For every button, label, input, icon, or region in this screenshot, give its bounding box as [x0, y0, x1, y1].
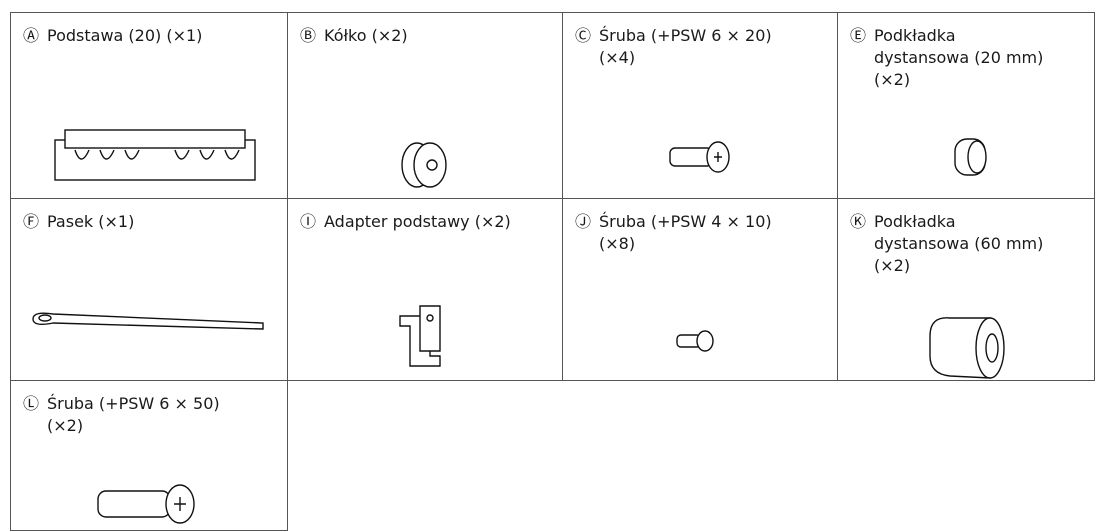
part-label: Ⓛ Śruba (+PSW 6 × 50) (×2) [23, 393, 220, 437]
part-marker: Ⓔ [850, 26, 867, 45]
part-illustration [32, 312, 264, 330]
part-illustration [97, 484, 195, 524]
part-marker: Ⓐ [23, 26, 40, 45]
part-label: Ⓚ Podkładka dystansowa (60 mm) (×2) [850, 211, 1043, 277]
part-marker: Ⓙ [575, 212, 592, 231]
part-cell: Ⓒ Śruba (+PSW 6 × 20) (×4) [562, 12, 838, 199]
part-name-line: dystansowa (20 mm) [874, 48, 1044, 67]
part-name: Śruba (+PSW 4 × 10) (×8) [575, 211, 772, 255]
part-name: Podkładka dystansowa (60 mm) (×2) [850, 211, 1043, 277]
part-illustration [399, 305, 441, 367]
part-cell: Ⓘ Adapter podstawy (×2) [287, 198, 563, 381]
part-cell: Ⓔ Podkładka dystansowa (20 mm) (×2) [837, 12, 1095, 199]
part-cell: Ⓑ Kółko (×2) [287, 12, 563, 199]
part-name-line: dystansowa (60 mm) [874, 234, 1044, 253]
part-name-line: Podstawa (20) (×1) [47, 26, 203, 45]
part-cell: Ⓐ Podstawa (20) (×1) [10, 12, 288, 199]
page: {"items": [ {"marker": "Ⓐ", "lines": ["P… [10, 12, 1095, 531]
part-marker: Ⓒ [575, 26, 592, 45]
part-name-line: (×2) [874, 70, 911, 89]
part-name-line: Pasek (×1) [47, 212, 135, 231]
part-illustration [954, 138, 987, 176]
part-illustration [676, 330, 714, 352]
part-label: Ⓘ Adapter podstawy (×2) [300, 211, 511, 233]
part-marker: Ⓕ [23, 212, 40, 231]
part-name: Podkładka dystansowa (20 mm) (×2) [850, 25, 1043, 91]
part-name-line: Śruba (+PSW 4 × 10) [599, 212, 772, 231]
part-name: Kółko (×2) [300, 25, 408, 47]
part-name-line: Śruba (+PSW 6 × 20) [599, 26, 772, 45]
part-illustration [929, 317, 1005, 379]
part-marker: Ⓛ [23, 394, 40, 413]
part-marker: Ⓑ [300, 26, 317, 45]
part-name-line: Podkładka [874, 26, 956, 45]
part-label: Ⓙ Śruba (+PSW 4 × 10) (×8) [575, 211, 772, 255]
part-name-line: Śruba (+PSW 6 × 50) [47, 394, 220, 413]
part-name: Śruba (+PSW 6 × 20) (×4) [575, 25, 772, 69]
part-name-line: (×4) [599, 48, 636, 67]
part-marker: Ⓚ [850, 212, 867, 231]
part-cell: Ⓚ Podkładka dystansowa (60 mm) (×2) [837, 198, 1095, 381]
part-name: Adapter podstawy (×2) [300, 211, 511, 233]
part-name: Śruba (+PSW 6 × 50) (×2) [23, 393, 220, 437]
part-illustration [669, 141, 730, 173]
part-name-line: (×8) [599, 234, 636, 253]
part-marker: Ⓘ [300, 212, 317, 231]
part-cell: Ⓕ Pasek (×1) [10, 198, 288, 381]
part-name: Pasek (×1) [23, 211, 134, 233]
part-label: Ⓒ Śruba (+PSW 6 × 20) (×4) [575, 25, 772, 69]
part-name-line: Adapter podstawy (×2) [324, 212, 511, 231]
part-label: Ⓐ Podstawa (20) (×1) [23, 25, 202, 47]
part-label: Ⓕ Pasek (×1) [23, 211, 134, 233]
part-name-line: (×2) [874, 256, 911, 275]
part-illustration [401, 142, 447, 188]
part-name: Podstawa (20) (×1) [23, 25, 202, 47]
part-name-line: (×2) [47, 416, 84, 435]
part-name-line: Kółko (×2) [324, 26, 408, 45]
part-name-line: Podkładka [874, 212, 956, 231]
part-label: Ⓔ Podkładka dystansowa (20 mm) (×2) [850, 25, 1043, 91]
part-cell: Ⓛ Śruba (+PSW 6 × 50) (×2) [10, 380, 288, 531]
part-cell: Ⓙ Śruba (+PSW 4 × 10) (×8) [562, 198, 838, 381]
part-illustration [54, 129, 256, 181]
part-label: Ⓑ Kółko (×2) [300, 25, 408, 47]
